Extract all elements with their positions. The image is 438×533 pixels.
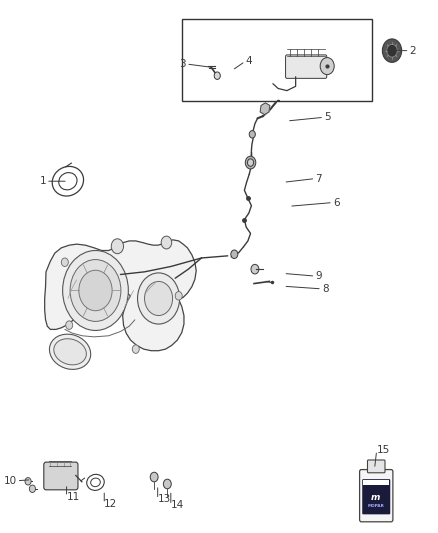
- Circle shape: [79, 270, 112, 311]
- Text: 12: 12: [104, 499, 117, 508]
- Circle shape: [145, 281, 173, 316]
- Text: 2: 2: [410, 46, 416, 55]
- Ellipse shape: [59, 173, 77, 190]
- Circle shape: [66, 321, 73, 329]
- Circle shape: [245, 156, 256, 169]
- Circle shape: [247, 159, 254, 166]
- FancyBboxPatch shape: [286, 55, 327, 78]
- Text: m: m: [371, 493, 381, 502]
- Ellipse shape: [54, 338, 86, 365]
- Ellipse shape: [49, 334, 91, 369]
- Text: MOPAR: MOPAR: [367, 504, 384, 508]
- Circle shape: [163, 479, 171, 489]
- Circle shape: [231, 250, 238, 259]
- Bar: [363, 480, 389, 485]
- Text: 15: 15: [377, 446, 390, 455]
- Circle shape: [161, 236, 172, 249]
- Circle shape: [29, 485, 35, 492]
- Text: 7: 7: [315, 174, 322, 183]
- Polygon shape: [260, 103, 270, 115]
- Ellipse shape: [87, 474, 104, 490]
- Text: 8: 8: [322, 284, 328, 294]
- Polygon shape: [45, 240, 196, 351]
- Text: 3: 3: [180, 59, 186, 69]
- Circle shape: [175, 292, 182, 300]
- FancyBboxPatch shape: [362, 479, 390, 514]
- Circle shape: [387, 44, 397, 57]
- Circle shape: [320, 58, 334, 75]
- Circle shape: [25, 478, 31, 485]
- Circle shape: [70, 260, 121, 321]
- Text: 10: 10: [4, 476, 17, 486]
- Circle shape: [63, 251, 128, 330]
- Text: 5: 5: [324, 112, 331, 122]
- Text: 6: 6: [333, 198, 339, 207]
- Ellipse shape: [52, 166, 84, 196]
- Circle shape: [61, 258, 68, 266]
- Bar: [182, 19, 372, 101]
- Circle shape: [150, 472, 158, 482]
- Text: 11: 11: [67, 492, 80, 502]
- FancyBboxPatch shape: [44, 462, 78, 490]
- Circle shape: [214, 72, 220, 79]
- FancyBboxPatch shape: [360, 470, 393, 522]
- Circle shape: [111, 239, 124, 254]
- Text: 1: 1: [39, 176, 46, 186]
- Circle shape: [132, 345, 139, 353]
- Circle shape: [382, 39, 402, 62]
- Ellipse shape: [91, 478, 100, 487]
- Text: 4: 4: [245, 56, 252, 66]
- Circle shape: [249, 131, 255, 138]
- Text: 13: 13: [158, 495, 171, 504]
- Circle shape: [138, 273, 180, 324]
- Text: 9: 9: [315, 271, 322, 281]
- Text: 14: 14: [171, 500, 184, 510]
- FancyBboxPatch shape: [367, 460, 385, 473]
- Circle shape: [251, 264, 259, 274]
